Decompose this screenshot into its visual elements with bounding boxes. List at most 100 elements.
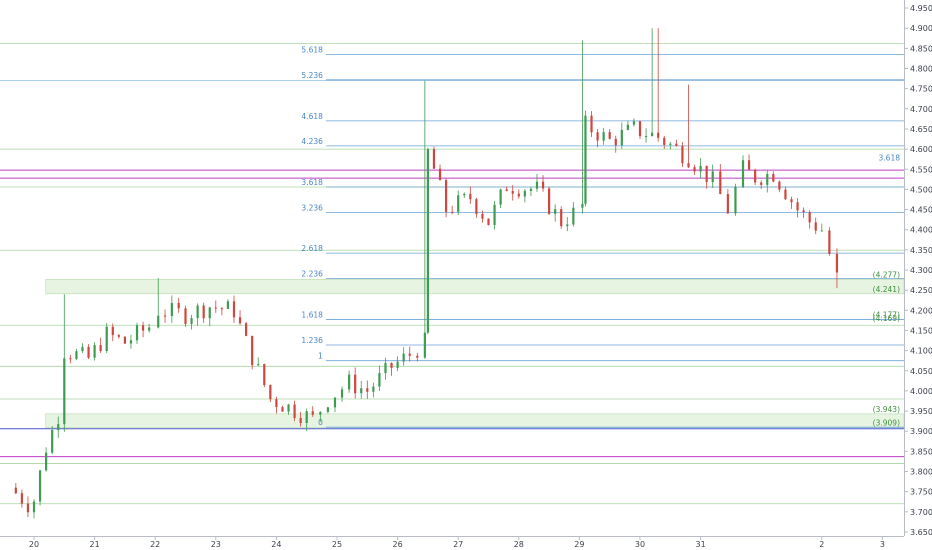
candle-body <box>402 353 405 362</box>
candle-body <box>626 124 629 130</box>
x-tick-label: 28 <box>514 540 524 549</box>
candle-body <box>602 132 605 141</box>
candle-body <box>663 137 666 145</box>
candle-body <box>214 307 217 309</box>
candle-body <box>196 305 199 319</box>
fib-level-label: 3.618 <box>879 153 901 162</box>
candle-body <box>184 308 187 324</box>
candle-body <box>45 452 48 471</box>
x-tick-label: 30 <box>635 540 645 549</box>
candle-body <box>726 194 729 214</box>
candle-body <box>220 308 223 310</box>
fib-level-label: 2.236 <box>301 269 323 278</box>
candle-body <box>784 189 787 200</box>
candle-body <box>245 323 248 336</box>
candle-body <box>423 332 426 358</box>
candle-body <box>238 317 242 324</box>
x-tick-label: 26 <box>393 540 403 549</box>
y-tick-label: 3.650 <box>910 528 932 537</box>
candle-body <box>487 218 490 226</box>
candle-body <box>457 195 460 212</box>
candle-body <box>705 165 708 183</box>
candle-body <box>51 430 54 453</box>
candle-body <box>396 361 399 368</box>
price-tag-label: (3.909) <box>873 419 900 428</box>
y-tick-label: 4.400 <box>910 226 932 235</box>
y-tick-label: 4.150 <box>910 326 932 335</box>
candle-body <box>111 326 114 336</box>
candle-body <box>20 493 23 504</box>
candle-body <box>287 404 290 412</box>
candle-body <box>311 411 314 415</box>
candle-body <box>554 209 557 214</box>
candle-body <box>372 386 375 392</box>
candle-body <box>699 165 702 172</box>
candle-body <box>416 355 419 358</box>
price-tag-label: (3.943) <box>873 405 900 414</box>
candle-body <box>814 222 817 231</box>
x-tick-label: 21 <box>90 540 100 549</box>
candle-body <box>38 470 42 502</box>
y-tick-label: 4.200 <box>910 306 932 315</box>
candle-body <box>451 211 454 213</box>
candle-body <box>75 351 78 359</box>
candle-body <box>590 115 593 133</box>
candle-body <box>257 364 260 366</box>
y-tick-label: 4.850 <box>910 44 932 53</box>
price-tag-label: (4.277) <box>873 270 900 279</box>
candle-body <box>360 388 363 394</box>
candle-body <box>57 424 60 431</box>
x-tick-label: 3 <box>880 540 885 549</box>
x-tick-label: 23 <box>211 540 221 549</box>
candle-body <box>632 121 636 125</box>
candle-body <box>93 345 96 358</box>
y-tick-label: 4.600 <box>910 145 932 154</box>
candle-body <box>828 230 831 254</box>
y-tick-label: 3.800 <box>910 468 932 477</box>
candle-body <box>535 181 539 189</box>
candle-body <box>384 362 387 374</box>
candle-body <box>681 145 684 164</box>
y-tick-label: 4.000 <box>910 387 932 396</box>
candle-body <box>81 346 84 352</box>
candle-body <box>69 358 72 360</box>
fib-level-label: 3.618 <box>301 178 323 187</box>
x-tick-label: 24 <box>271 540 281 549</box>
candle-body <box>348 374 351 390</box>
y-tick-label: 4.750 <box>910 85 932 94</box>
fib-level-label: 3.236 <box>301 203 323 212</box>
candle-body <box>263 364 266 385</box>
candle-body <box>208 307 211 319</box>
y-tick-label: 3.700 <box>910 508 932 517</box>
candle-body <box>493 204 496 226</box>
candle-body <box>444 180 448 212</box>
x-tick-label: 20 <box>29 540 39 549</box>
candle-body <box>572 207 575 225</box>
candle-body <box>747 160 751 170</box>
candle-body <box>517 193 520 197</box>
candle-body <box>469 193 472 200</box>
candle-body <box>157 315 160 328</box>
candle-body <box>141 325 145 331</box>
fib-level-label: 4.236 <box>301 137 323 146</box>
x-tick-label: 25 <box>332 540 342 549</box>
y-tick-label: 4.450 <box>910 206 932 215</box>
candle-body <box>760 182 763 185</box>
y-tick-label: 4.900 <box>910 24 932 33</box>
fib-level-label: 5.618 <box>301 45 323 54</box>
y-tick-label: 4.550 <box>910 165 932 174</box>
y-tick-label: 3.850 <box>910 447 932 456</box>
x-tick-label: 29 <box>574 540 584 549</box>
candle-body <box>675 143 678 146</box>
y-tick-label: 4.500 <box>910 185 932 194</box>
candle-body <box>820 230 823 232</box>
y-tick-label: 3.950 <box>910 407 932 416</box>
candle-body <box>644 136 648 138</box>
candle-body <box>432 149 436 169</box>
candle-body <box>566 224 569 227</box>
candle-body <box>408 353 411 356</box>
fib-level-label: 1 <box>318 352 323 361</box>
candle-body <box>790 199 793 203</box>
fib-level-label: 4.618 <box>301 112 323 121</box>
